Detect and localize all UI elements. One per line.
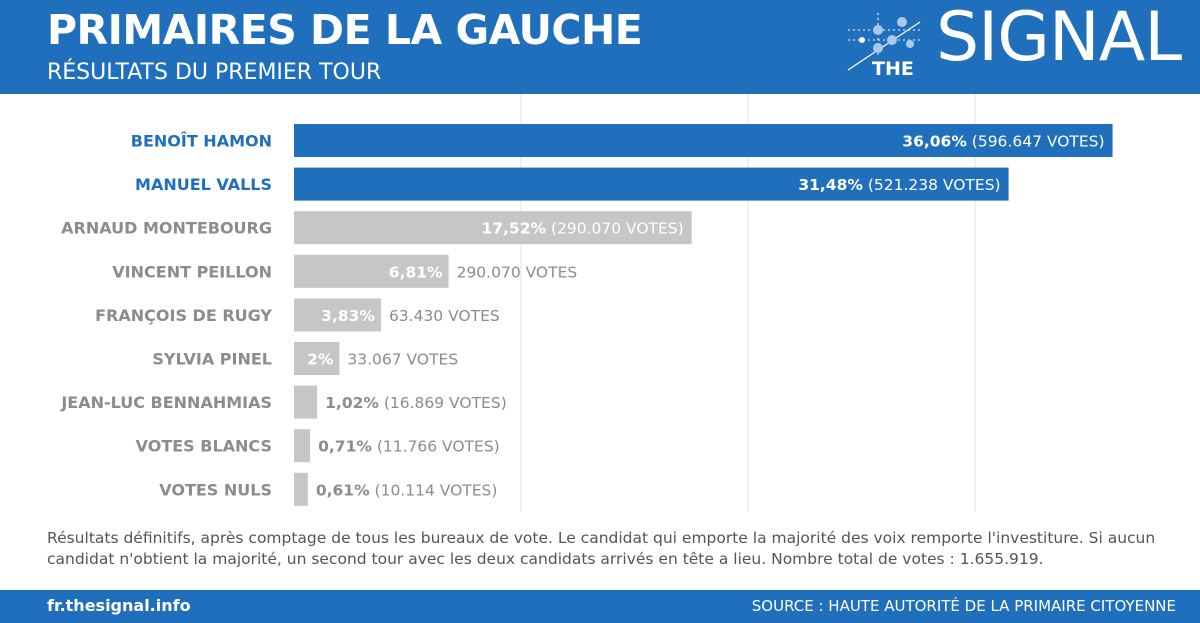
footer-banner: fr.thesignal.info SOURCE : HAUTE AUTORIT… [0, 590, 1200, 623]
chart-subtitle: RÉSULTATS DU PREMIER TOUR [47, 60, 382, 85]
chart-title: PRIMAIRES DE LA GAUCHE [47, 6, 643, 54]
header-banner: PRIMAIRES DE LA GAUCHE RÉSULTATS DU PREM… [0, 0, 1200, 94]
data-label: 17,52% (290.070 VOTES) [481, 220, 683, 238]
data-label: 31,48% (521.238 VOTES) [798, 176, 1000, 194]
bar [294, 472, 308, 506]
footer-url-link[interactable]: fr.thesignal.info [47, 596, 191, 615]
bar-chart: BENOÎT HAMON 36,06% (596.647 VOTES) MANUEL… [60, 94, 1113, 512]
data-label: 0,61% (10.114 VOTES) [316, 481, 498, 499]
category-label: ARNAUD MONTEBOURG [61, 219, 272, 238]
category-label: SYLVIA PINEL [152, 350, 272, 369]
logo-the-text: THE [872, 58, 914, 80]
category-label: MANUEL VALLS [135, 175, 272, 194]
data-label-votes: 290.070 VOTES [457, 263, 578, 281]
data-label-votes: 63.430 VOTES [389, 307, 500, 325]
category-label: VOTES BLANCS [136, 437, 272, 456]
category-label: JEAN-LUC BENNAHMIAS [60, 393, 272, 412]
bar [294, 385, 318, 419]
data-label: 36,06% (596.647 VOTES) [902, 133, 1104, 151]
category-label: FRANÇOIS DE RUGY [95, 306, 272, 325]
bar [294, 211, 692, 245]
bar [294, 254, 449, 288]
data-label: 1,02% (16.869 VOTES) [325, 394, 507, 412]
bar [294, 429, 311, 463]
category-label: VOTES NULS [159, 480, 272, 499]
data-label: 0,71% (11.766 VOTES) [318, 438, 500, 456]
data-label: 3,83% [321, 307, 375, 325]
logo-signal-text: SIGNAL [936, 0, 1182, 77]
category-label: BENOÎT HAMON [131, 132, 272, 151]
data-label: 6,81% [389, 263, 443, 281]
logo-dots-icon [847, 13, 921, 71]
footer-source: SOURCE : HAUTE AUTORITÉ DE LA PRIMAIRE C… [751, 597, 1176, 615]
category-label: VINCENT PEILLON [112, 262, 272, 281]
data-label-votes: 33.067 VOTES [347, 351, 458, 369]
bar [294, 167, 1009, 201]
bar [294, 298, 381, 332]
footnote: Résultats définitifs, après comptage de … [47, 529, 1156, 568]
bar [294, 124, 1113, 157]
bar [294, 342, 340, 375]
data-label: 2% [307, 351, 334, 369]
